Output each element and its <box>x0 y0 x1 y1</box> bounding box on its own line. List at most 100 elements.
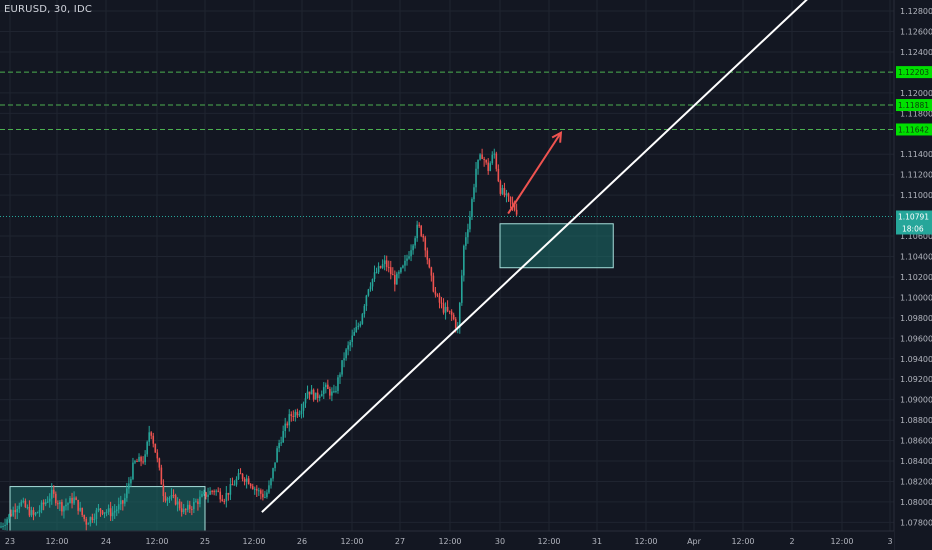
candle-body <box>69 497 71 504</box>
time-tick-label: 12:00 <box>731 537 754 546</box>
candle-body <box>353 332 356 336</box>
candle-body <box>489 163 492 171</box>
candle-body <box>67 503 69 505</box>
candle-body <box>467 229 469 238</box>
candle-body <box>331 391 333 396</box>
candle-body <box>503 188 506 196</box>
candle-body <box>75 497 77 500</box>
arrow-shaft <box>507 132 562 215</box>
candle-body <box>209 490 211 495</box>
candle-body <box>42 502 45 505</box>
candle-body <box>404 260 406 266</box>
candle-body <box>65 504 67 507</box>
candle-body <box>335 390 337 392</box>
candle-body <box>461 275 463 303</box>
candle-body <box>349 341 351 346</box>
price-tick-label: 1.11400 <box>900 150 932 159</box>
candle-body <box>359 323 362 326</box>
candle-body <box>375 272 378 274</box>
candle-body <box>509 196 512 202</box>
symbol-label[interactable]: EURUSD, 30, IDC <box>4 4 93 15</box>
candle-body <box>119 500 122 505</box>
candle-body <box>286 423 289 426</box>
candle-body <box>195 501 197 503</box>
level-badge <box>896 123 932 136</box>
candle-body <box>180 508 183 513</box>
candle-body <box>412 245 414 251</box>
candle-body <box>495 153 498 169</box>
time-axis[interactable]: 23 12:00 24 12:00 25 12:00 26 12:00 27 12:00 30 12:… <box>0 530 894 550</box>
candle-body <box>8 514 10 520</box>
level-badge-label: 1.12203 <box>898 68 929 77</box>
candle-body <box>32 510 35 515</box>
candle-body <box>383 260 386 265</box>
candle-body <box>22 500 25 502</box>
level-badge-label: 1.11881 <box>898 101 929 110</box>
candle-body <box>272 468 274 479</box>
candle-body <box>55 493 57 504</box>
candle-body <box>138 456 140 462</box>
price-tick-label: 1.08400 <box>900 457 932 466</box>
candle-body <box>396 273 398 285</box>
candle-body <box>44 502 47 505</box>
trendline <box>261 0 808 513</box>
candle-body <box>322 387 325 395</box>
candle-body <box>10 514 12 516</box>
candle-body <box>63 506 65 512</box>
candle-body <box>117 504 120 510</box>
candle-body <box>258 490 260 492</box>
candle-body <box>186 504 189 510</box>
candle-body <box>280 442 282 444</box>
candle-body <box>440 302 443 304</box>
time-tick-label: 12:00 <box>537 537 560 546</box>
drawings <box>261 0 808 513</box>
candle-body <box>85 519 88 525</box>
candle-body <box>203 492 205 495</box>
candle-body <box>306 391 309 399</box>
candle-body <box>436 294 439 296</box>
candle-body <box>347 345 349 350</box>
candle-body <box>24 500 27 507</box>
time-tick-label: 12:00 <box>242 537 265 546</box>
candle-body <box>172 495 175 497</box>
candle-body <box>318 396 321 398</box>
candle-body <box>511 201 514 205</box>
candle-body <box>471 199 473 217</box>
price-axis[interactable]: 1.12800 1.12600 1.12400 1.12000 1.11800 1.114… <box>893 0 932 550</box>
candle-body <box>59 502 61 505</box>
candle-body <box>156 452 159 459</box>
candle-body <box>81 507 83 515</box>
zones <box>9 223 614 532</box>
level-badge <box>896 99 932 112</box>
candle-body <box>365 295 368 307</box>
candle-body <box>168 497 171 499</box>
candle-body <box>361 314 364 324</box>
candle-body <box>416 224 418 239</box>
candle-body <box>296 411 299 416</box>
candle-body <box>343 358 345 361</box>
candle-body <box>197 501 199 505</box>
candle-body <box>132 462 134 480</box>
time-tick-label: 3 <box>887 537 892 546</box>
candle-body <box>420 225 423 236</box>
candle-body <box>164 496 167 501</box>
candle-body <box>426 250 429 260</box>
candle-body <box>57 503 59 505</box>
candle-body <box>148 432 150 442</box>
candle-body <box>107 508 110 512</box>
candle-body <box>452 314 455 320</box>
time-tick-label: Apr <box>687 537 702 546</box>
candle-body <box>485 159 487 163</box>
candle-body <box>152 435 155 444</box>
candle-body <box>26 506 29 508</box>
level-badge-label: 1.11642 <box>898 125 929 134</box>
candle-body <box>12 510 14 516</box>
candle-body <box>367 289 370 296</box>
candle-body <box>424 237 427 251</box>
candle-body <box>38 510 41 513</box>
candle-body <box>215 490 217 492</box>
candle-body <box>339 374 341 378</box>
price-tick-label: 1.11200 <box>900 171 932 180</box>
candle-body <box>126 488 128 499</box>
